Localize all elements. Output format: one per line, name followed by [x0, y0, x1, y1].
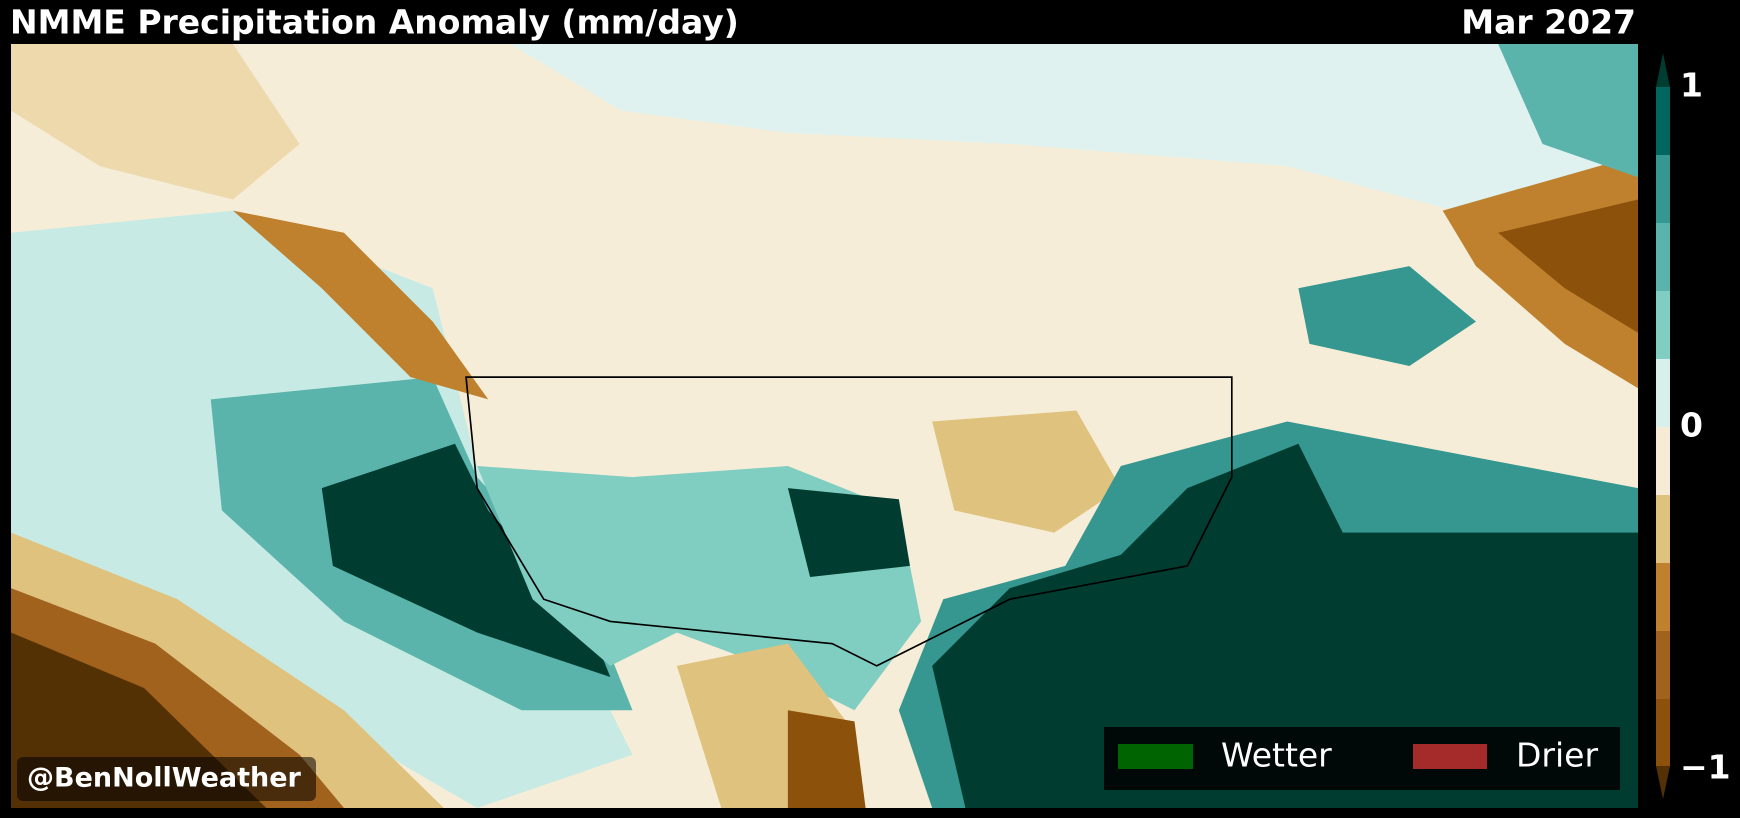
east-dark [932, 443, 1638, 808]
colorbar-tick: −1 [1680, 748, 1731, 787]
colorbar-seg [1656, 359, 1670, 427]
colorbar-tick: 1 [1680, 66, 1703, 105]
colorbar-tick: 0 [1680, 406, 1703, 445]
colorbar-seg [1656, 155, 1670, 223]
colorbar-seg [1656, 495, 1670, 563]
title: NMME Precipitation Anomaly (mm/day) [10, 3, 739, 42]
mexico-brown [787, 710, 866, 808]
colorbar-seg [1656, 87, 1670, 155]
greenland-wet [1498, 44, 1638, 178]
northern-wet [510, 44, 1638, 211]
legend-swatch [1413, 744, 1487, 769]
plains-dark [787, 488, 910, 578]
coast-dry [232, 210, 489, 400]
colorbar-seg [1656, 699, 1670, 766]
colorbar-seg [1656, 563, 1670, 631]
alaska-dry [11, 44, 300, 200]
labrador-wet [1298, 266, 1476, 367]
legend-label: Wetter [1221, 736, 1332, 775]
watermark: @BenNollWeather [27, 763, 302, 794]
legend-swatch [1118, 744, 1193, 769]
ne-brown [1498, 199, 1638, 333]
legend-label: Drier [1516, 736, 1598, 775]
date: Mar 2027 [1461, 3, 1636, 42]
colorbar-seg [1656, 291, 1670, 359]
colorbar-bottom [1656, 766, 1670, 799]
pacific-dark [321, 443, 611, 677]
colorbar-seg [1656, 223, 1670, 291]
us-border [465, 376, 1233, 667]
lakes-dry [932, 410, 1121, 533]
colorbar-seg [1656, 631, 1670, 699]
watermark-box [17, 757, 316, 801]
map [11, 44, 1638, 808]
colorbar-top [1656, 53, 1670, 87]
colorbar-seg [1656, 427, 1670, 495]
